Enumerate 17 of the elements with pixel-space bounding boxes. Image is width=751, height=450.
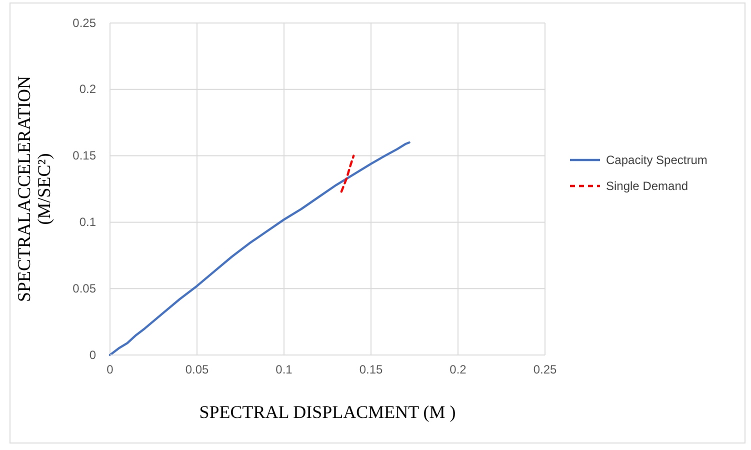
- y-tick-label: 0.05: [72, 281, 96, 296]
- line-series: [340, 154, 355, 193]
- line-series: [108, 141, 410, 356]
- y-tick-label: 0.1: [79, 215, 96, 230]
- x-tick-label: 0: [106, 362, 114, 377]
- y-tick-label: 0.15: [72, 148, 96, 163]
- x-tick-label: 0.1: [276, 362, 293, 377]
- x-tick-label: 0.25: [533, 362, 557, 377]
- y-tick-label: 0.25: [72, 16, 96, 30]
- x-tick-label: 0.05: [185, 362, 209, 377]
- x-tick-label: 0.15: [359, 362, 383, 377]
- x-axis-title: SPECTRAL DISPLACMENT (M ): [199, 402, 456, 422]
- y-tick-label: 0.2: [79, 82, 96, 96]
- legend-label: Single Demand: [606, 179, 688, 193]
- legend-label: Capacity Spectrum: [606, 153, 708, 167]
- y-tick-label: 0: [89, 348, 96, 362]
- x-tick-label: 0.2: [450, 362, 467, 377]
